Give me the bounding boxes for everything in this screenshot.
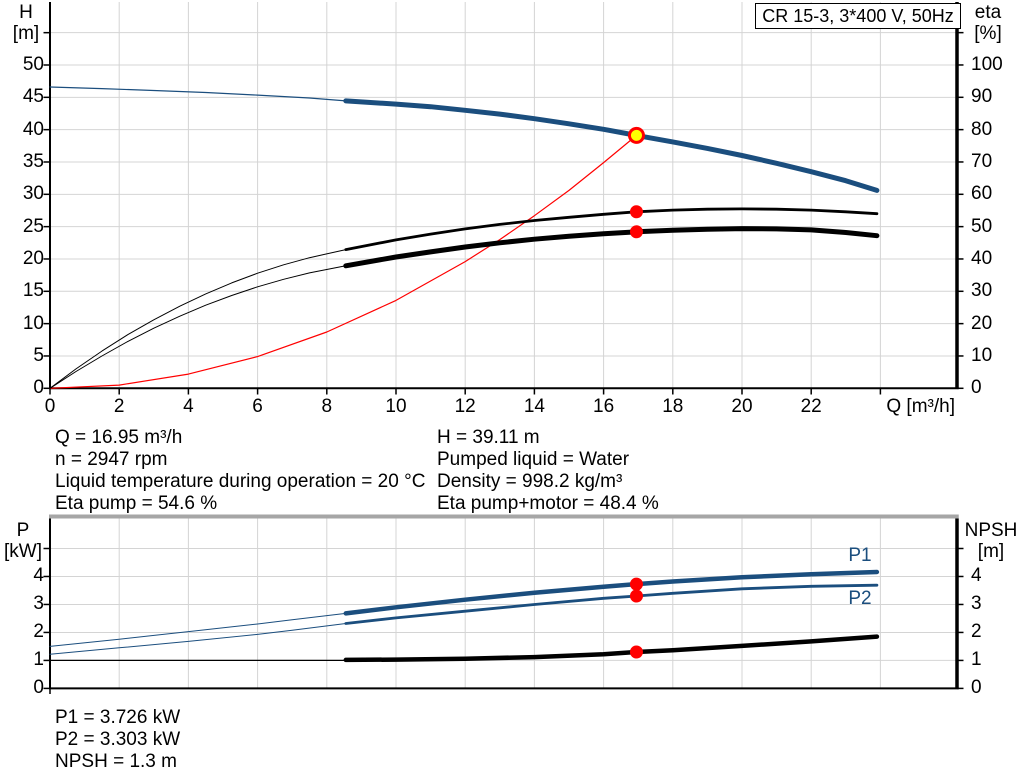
q-axis-tick-label: 18 — [662, 396, 684, 417]
eta-axis-tick-label: 100 — [971, 53, 1003, 75]
p-axis-tick-label: 2 — [33, 621, 44, 643]
system-curve — [49, 134, 638, 389]
q-axis-tick-label: 10 — [385, 396, 407, 417]
q-axis-tick-label: 2 — [113, 396, 125, 417]
q-axis-tick-label: 14 — [523, 396, 545, 417]
npsh-axis-tick-label: 2 — [971, 621, 982, 643]
p2-curve-label: P2 — [848, 588, 872, 609]
q-axis-tick-label: 20 — [731, 396, 753, 417]
eta-pump-motor-point — [629, 225, 643, 239]
p2-curve — [344, 583, 879, 625]
eta-pump-point — [629, 205, 643, 219]
operating-point-text-left: Q = 16.95 m³/h n = 2947 rpm Liquid tempe… — [55, 427, 425, 515]
h-axis-header-unit: [m] — [12, 23, 40, 44]
eta-axis-header-unit: [%] — [974, 23, 1002, 44]
p1-point — [629, 577, 643, 591]
eta-axis-header: eta [%] — [962, 2, 1014, 44]
p2-curve-extension — [49, 623, 347, 655]
annotation-p2: P2 = 3.303 kW — [55, 729, 181, 750]
eta-axis-tick-label: 90 — [971, 86, 993, 108]
h-axis-tick-label: 25 — [22, 215, 44, 237]
npsh-axis-tick-label: 4 — [971, 565, 982, 587]
power-text-block: P1 = 3.726 kW P2 = 3.303 kW NPSH = 1.3 m — [55, 707, 180, 773]
p-axis-tick-label: 4 — [33, 565, 44, 587]
eta-axis-tick-label: 30 — [971, 280, 993, 302]
h-axis-header-symbol: H — [19, 2, 33, 23]
p-axis-tick-label: 0 — [33, 677, 44, 699]
npsh-axis-header: NPSH [m] — [960, 520, 1022, 562]
annotation-pumped-liquid: Pumped liquid = Water — [437, 449, 630, 470]
p1-curve — [343, 569, 880, 616]
q-axis-tick-label: 8 — [321, 396, 333, 417]
q-axis-tick-label: 12 — [454, 396, 476, 417]
eta-pump-motor-curve — [343, 226, 880, 269]
npsh-axis-header-unit: [m] — [977, 541, 1005, 562]
h-axis-tick-label: 10 — [22, 312, 44, 334]
eta-pump-extension — [49, 249, 347, 389]
chart-title: CR 15-3, 3*400 V, 50Hz — [762, 6, 954, 26]
p-axis-header: P [kW] — [0, 520, 46, 562]
head-curve-extension — [49, 86, 347, 102]
npsh-curve — [343, 634, 880, 663]
eta-pump-curve — [344, 207, 879, 252]
eta-axis-tick-label: 40 — [971, 247, 993, 269]
annotation-p1: P1 = 3.726 kW — [55, 707, 181, 728]
p-axis-tick-label: 3 — [33, 593, 44, 615]
p-axis-header-unit: [kW] — [4, 541, 42, 562]
annotation-liquid-temperature: Liquid temperature during operation = 20… — [55, 471, 426, 492]
p-axis-tick-label: 1 — [33, 649, 44, 671]
annotation-eta-pump-motor: Eta pump+motor = 48.4 % — [437, 493, 659, 514]
q-axis-tick-label: 6 — [252, 396, 263, 417]
h-axis-tick-label: 0 — [33, 377, 44, 399]
q-axis-tick-label: 4 — [183, 396, 194, 417]
eta-axis-tick-label: 60 — [971, 183, 993, 205]
head-curve — [343, 98, 880, 193]
q-axis-tick-label: 22 — [800, 396, 822, 417]
npsh-axis-header-symbol: NPSH — [964, 520, 1018, 541]
duty-point — [627, 126, 645, 144]
annotation-density: Density = 998.2 kg/m³ — [437, 471, 623, 492]
h-axis-tick-label: 5 — [33, 344, 44, 366]
eta-pump-motor-extension — [49, 265, 347, 389]
eta-axis-tick-label: 20 — [971, 312, 993, 334]
h-axis-tick-label: 50 — [22, 54, 44, 75]
q-axis-tick-label: 16 — [593, 396, 615, 417]
eta-axis-tick-label: 80 — [971, 118, 993, 140]
npsh-axis-tick-label: 3 — [971, 593, 982, 615]
eta-axis-tick-label: 70 — [971, 150, 993, 172]
annotation-q: Q = 16.95 m³/h — [55, 427, 183, 448]
chart-title-box: CR 15-3, 3*400 V, 50Hz — [755, 3, 961, 29]
q-axis-label: Q [m³/h] — [886, 396, 955, 417]
annotation-n: n = 2947 rpm — [55, 449, 168, 470]
h-axis-header: H [m] — [6, 2, 46, 44]
annotation-h: H = 39.11 m — [437, 427, 540, 448]
p1-curve-label: P1 — [848, 545, 872, 566]
eta-axis-tick-label: 10 — [971, 344, 993, 366]
npsh-axis-tick-label: 1 — [971, 649, 982, 671]
eta-axis-tick-label: 0 — [971, 377, 982, 399]
h-axis-tick-label: 40 — [22, 118, 44, 140]
operating-point-text-right: H = 39.11 m Pumped liquid = Water Densit… — [437, 427, 659, 515]
h-axis-tick-label: 45 — [22, 86, 44, 108]
annotation-npsh: NPSH = 1.3 m — [55, 751, 177, 772]
h-axis-tick-label: 15 — [22, 280, 44, 302]
h-axis-tick-label: 30 — [22, 183, 44, 205]
annotation-eta-pump: Eta pump = 54.6 % — [55, 493, 218, 514]
p1-curve-extension — [49, 612, 347, 647]
npsh-point — [629, 645, 643, 659]
eta-axis-header-symbol: eta — [974, 2, 1002, 23]
npsh-axis-tick-label: 0 — [971, 677, 982, 699]
h-axis-tick-label: 35 — [22, 150, 44, 172]
p-axis-header-symbol: P — [16, 520, 30, 541]
p2-point — [629, 589, 643, 603]
q-axis-tick-label: 0 — [44, 396, 56, 417]
eta-axis-tick-label: 50 — [971, 215, 993, 237]
h-axis-tick-label: 20 — [22, 247, 44, 269]
